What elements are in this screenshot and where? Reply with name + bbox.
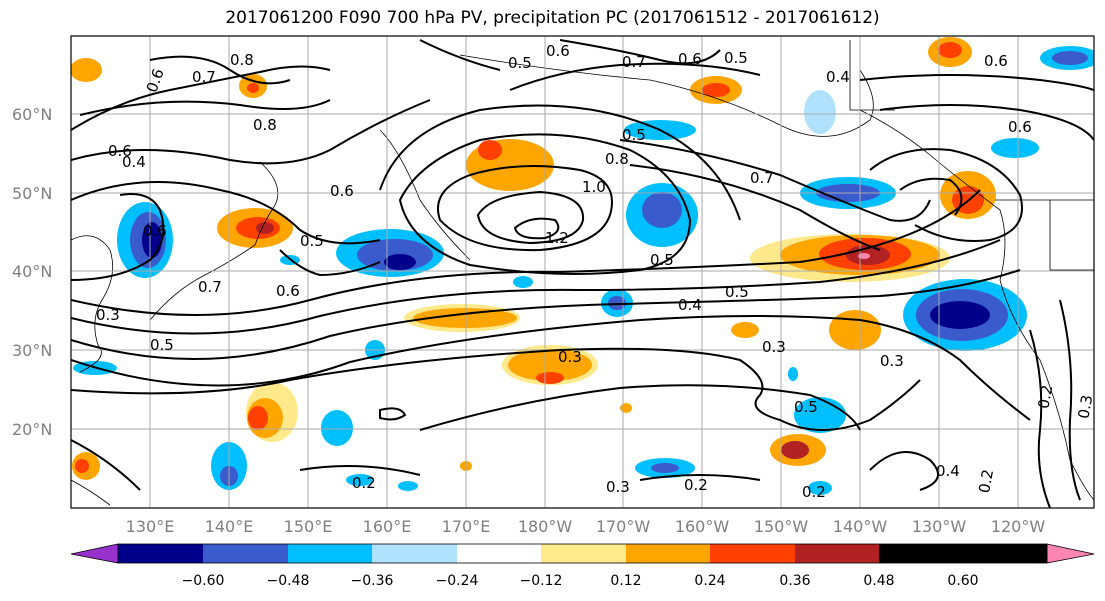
colorbar-bin bbox=[372, 544, 457, 563]
colorbar-label: 0.48 bbox=[863, 573, 894, 589]
lat-tick-label: 20°N bbox=[12, 420, 52, 439]
contour-label: 0.6 bbox=[1008, 118, 1032, 136]
colorbar-bin bbox=[710, 544, 795, 563]
colorbar-label: −0.12 bbox=[520, 573, 563, 589]
pv-contours bbox=[71, 39, 1094, 508]
contour-label: 0.8 bbox=[253, 116, 277, 134]
lon-tick-label: 170°W bbox=[596, 517, 651, 536]
contour-label: 0.4 bbox=[122, 153, 146, 171]
colorbar-extend-min bbox=[70, 543, 119, 564]
colorbar-label: 0.12 bbox=[610, 573, 641, 589]
map-title: 2017061200 F090 700 hPa PV, precipitatio… bbox=[225, 8, 880, 28]
colorbar-bin bbox=[118, 544, 203, 563]
contour-label: 0.7 bbox=[750, 169, 774, 187]
lon-tick-label: 160°W bbox=[675, 517, 730, 536]
colorbar-bin bbox=[879, 544, 963, 563]
contour-label: 0.5 bbox=[724, 49, 748, 67]
contour-label: 0.8 bbox=[230, 51, 254, 69]
contour-label: 0.3 bbox=[880, 352, 904, 370]
contour-label: 0.3 bbox=[606, 478, 630, 496]
contour-label: 0.2 bbox=[352, 474, 376, 492]
lon-tick-label: 160°E bbox=[363, 517, 412, 536]
contour-label: 0.6 bbox=[546, 42, 570, 60]
lon-tick-label: 150°E bbox=[284, 517, 333, 536]
contour-label: 0.4 bbox=[826, 68, 850, 86]
contour-label: 0.2 bbox=[1034, 383, 1056, 410]
contour-label: 0.4 bbox=[678, 296, 702, 314]
longitude-axis: 130°E 140°E 150°E 160°E 170°E 180°W 170°… bbox=[126, 517, 1046, 536]
colorbar-label: −0.48 bbox=[267, 573, 310, 589]
contour-label: 0.3 bbox=[96, 306, 120, 324]
contour-label: 0.5 bbox=[725, 283, 749, 301]
colorbar-label: 0.60 bbox=[947, 573, 978, 589]
map-frame bbox=[70, 35, 1095, 509]
lon-tick-label: 140°E bbox=[205, 517, 254, 536]
contour-label: 0.6 bbox=[984, 52, 1008, 70]
contour-labels: 0.8 0.6 0.6 0.7 0.6 0.5 0.5 0.4 0.6 0.5 … bbox=[96, 42, 1096, 501]
contour-label: 0.5 bbox=[508, 54, 532, 72]
coastlines bbox=[71, 40, 1094, 506]
contour-label: 0.3 bbox=[558, 348, 582, 366]
lon-tick-label: 130°E bbox=[126, 517, 175, 536]
contour-label: 0.6 bbox=[276, 282, 300, 300]
contour-label: 0.5 bbox=[794, 398, 818, 416]
contour-label: 0.6 bbox=[678, 50, 702, 68]
colorbar-extend-max bbox=[1046, 543, 1095, 564]
contour-label: 1.0 bbox=[582, 178, 606, 196]
lat-tick-label: 40°N bbox=[12, 262, 52, 281]
lon-tick-label: 150°W bbox=[754, 517, 809, 536]
contour-label: 0.3 bbox=[1074, 393, 1096, 420]
contour-label: 0.2 bbox=[975, 468, 997, 495]
colorbar-label: 0.24 bbox=[694, 573, 725, 589]
lat-tick-label: 60°N bbox=[12, 105, 52, 124]
colorbar-label: −0.24 bbox=[436, 573, 479, 589]
contour-label: 0.6 bbox=[108, 142, 132, 160]
lat-tick-label: 30°N bbox=[12, 341, 52, 360]
lon-tick-label: 170°E bbox=[442, 517, 491, 536]
lon-tick-label: 140°W bbox=[833, 517, 888, 536]
contour-label: 0.2 bbox=[802, 483, 826, 501]
colorbar-bin bbox=[963, 544, 1047, 563]
latitude-axis: 60°N 50°N 40°N 30°N 20°N bbox=[12, 105, 52, 439]
contour-label: 0.5 bbox=[300, 232, 324, 250]
lon-tick-label: 180°W bbox=[518, 517, 573, 536]
colorbar-bin bbox=[203, 544, 288, 563]
colorbar-bin bbox=[541, 544, 626, 563]
lat-tick-label: 50°N bbox=[12, 184, 52, 203]
contour-label: 0.5 bbox=[150, 336, 174, 354]
colorbar-bin bbox=[626, 544, 710, 563]
colorbar-outline bbox=[117, 543, 1048, 564]
colorbar-bin bbox=[795, 544, 879, 563]
contour-label: 0.5 bbox=[650, 251, 674, 269]
contour-label: 0.6 bbox=[143, 222, 167, 240]
contour-label: 0.7 bbox=[198, 278, 222, 296]
colorbar-bin bbox=[457, 544, 541, 563]
lon-tick-label: 120°W bbox=[991, 517, 1046, 536]
contour-label: 0.7 bbox=[192, 68, 216, 86]
contour-label: 0.4 bbox=[936, 462, 960, 480]
lon-tick-label: 130°W bbox=[912, 517, 967, 536]
contour-label: 0.5 bbox=[622, 126, 646, 144]
colorbar-label: −0.60 bbox=[182, 573, 225, 589]
colorbar: −0.60 −0.48 −0.36 −0.24 −0.12 0.12 0.24 … bbox=[70, 543, 1095, 589]
contour-label: 0.3 bbox=[762, 338, 786, 356]
colorbar-bin bbox=[288, 544, 372, 563]
contour-label: 0.6 bbox=[330, 182, 354, 200]
contour-label: 0.8 bbox=[605, 150, 629, 168]
precip-shading bbox=[71, 37, 1094, 495]
colorbar-label: 0.36 bbox=[779, 573, 810, 589]
colorbar-label: −0.36 bbox=[351, 573, 394, 589]
contour-label: 0.7 bbox=[622, 53, 646, 71]
contour-label: 0.2 bbox=[684, 476, 708, 494]
contour-label: 1.2 bbox=[545, 229, 569, 247]
